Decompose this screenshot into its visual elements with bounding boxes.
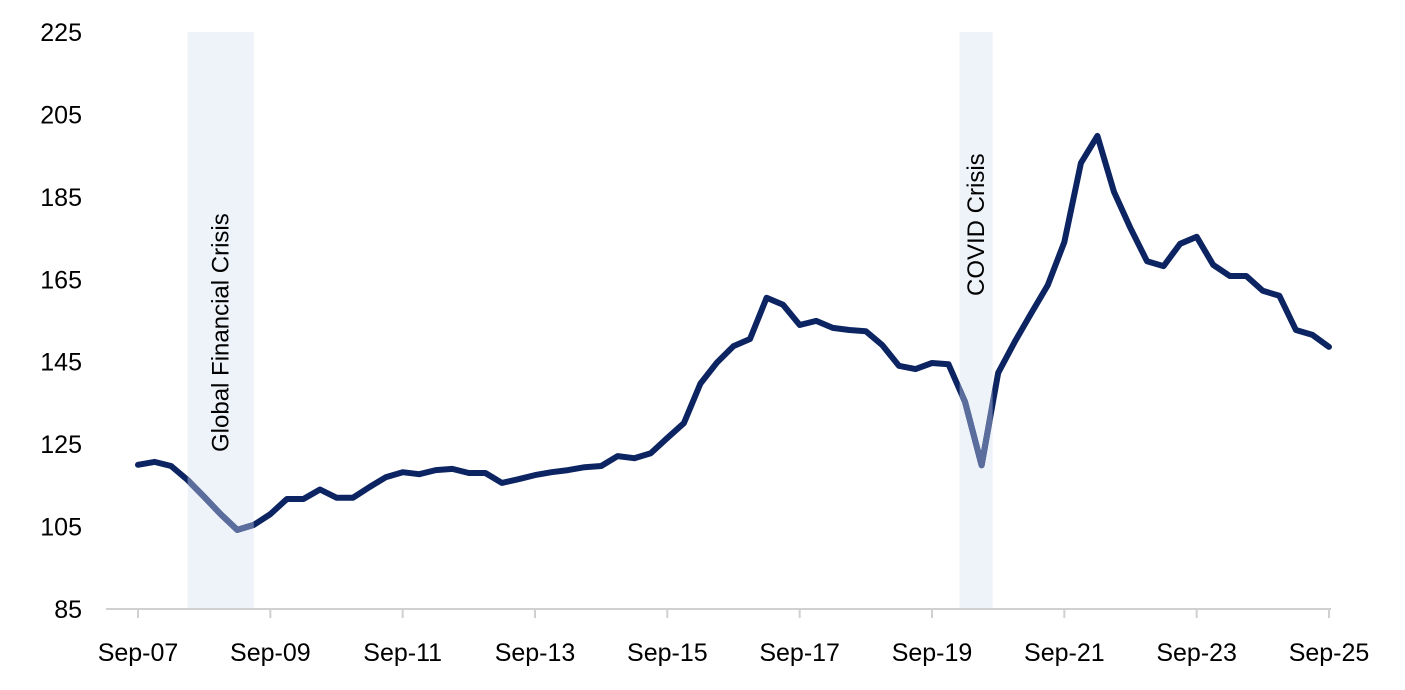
y-tick-label: 125: [40, 431, 82, 459]
y-tick-label: 185: [40, 184, 82, 212]
x-tick-label: Sep-23: [1156, 639, 1237, 667]
x-tick-label: Sep-11: [363, 639, 442, 667]
shaded-period-labels: Global Financial Crisis COVID Crisis: [208, 153, 990, 452]
shaded-period-band: [959, 32, 993, 609]
series-line: [135, 132, 1332, 533]
shaded-period-label: Global Financial Crisis: [208, 213, 235, 452]
y-tick-label: 165: [40, 266, 82, 294]
y-tick-label: 105: [40, 514, 82, 542]
x-tick-label: Sep-25: [1289, 639, 1370, 667]
axes: 85 105 125 145 165 185 205 225 Sep-07 Sep-09 Sep-1…: [40, 19, 1369, 667]
x-tick-label: Sep-07: [98, 639, 179, 667]
series-line-crisis-segment: [187, 132, 993, 533]
y-tick-label: 205: [40, 101, 82, 129]
x-tick-label: Sep-19: [892, 639, 973, 667]
series-line-path: [135, 132, 1332, 533]
y-tick-label: 145: [40, 349, 82, 377]
shaded-periods: [187, 32, 993, 609]
y-tick-label: 225: [40, 19, 82, 47]
x-tick-label: Sep-21: [1024, 639, 1105, 667]
x-tick-label: Sep-13: [495, 639, 576, 667]
y-tick-label: 85: [54, 596, 82, 624]
shaded-period-label: COVID Crisis: [963, 153, 990, 296]
x-tick-label: Sep-15: [627, 639, 708, 667]
x-tick-label: Sep-17: [759, 639, 840, 667]
x-tick-label: Sep-09: [230, 639, 311, 667]
